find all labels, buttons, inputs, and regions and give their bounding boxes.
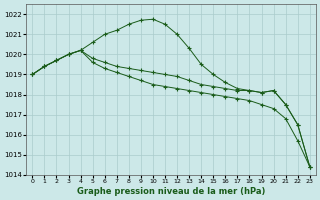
X-axis label: Graphe pression niveau de la mer (hPa): Graphe pression niveau de la mer (hPa) <box>77 187 265 196</box>
